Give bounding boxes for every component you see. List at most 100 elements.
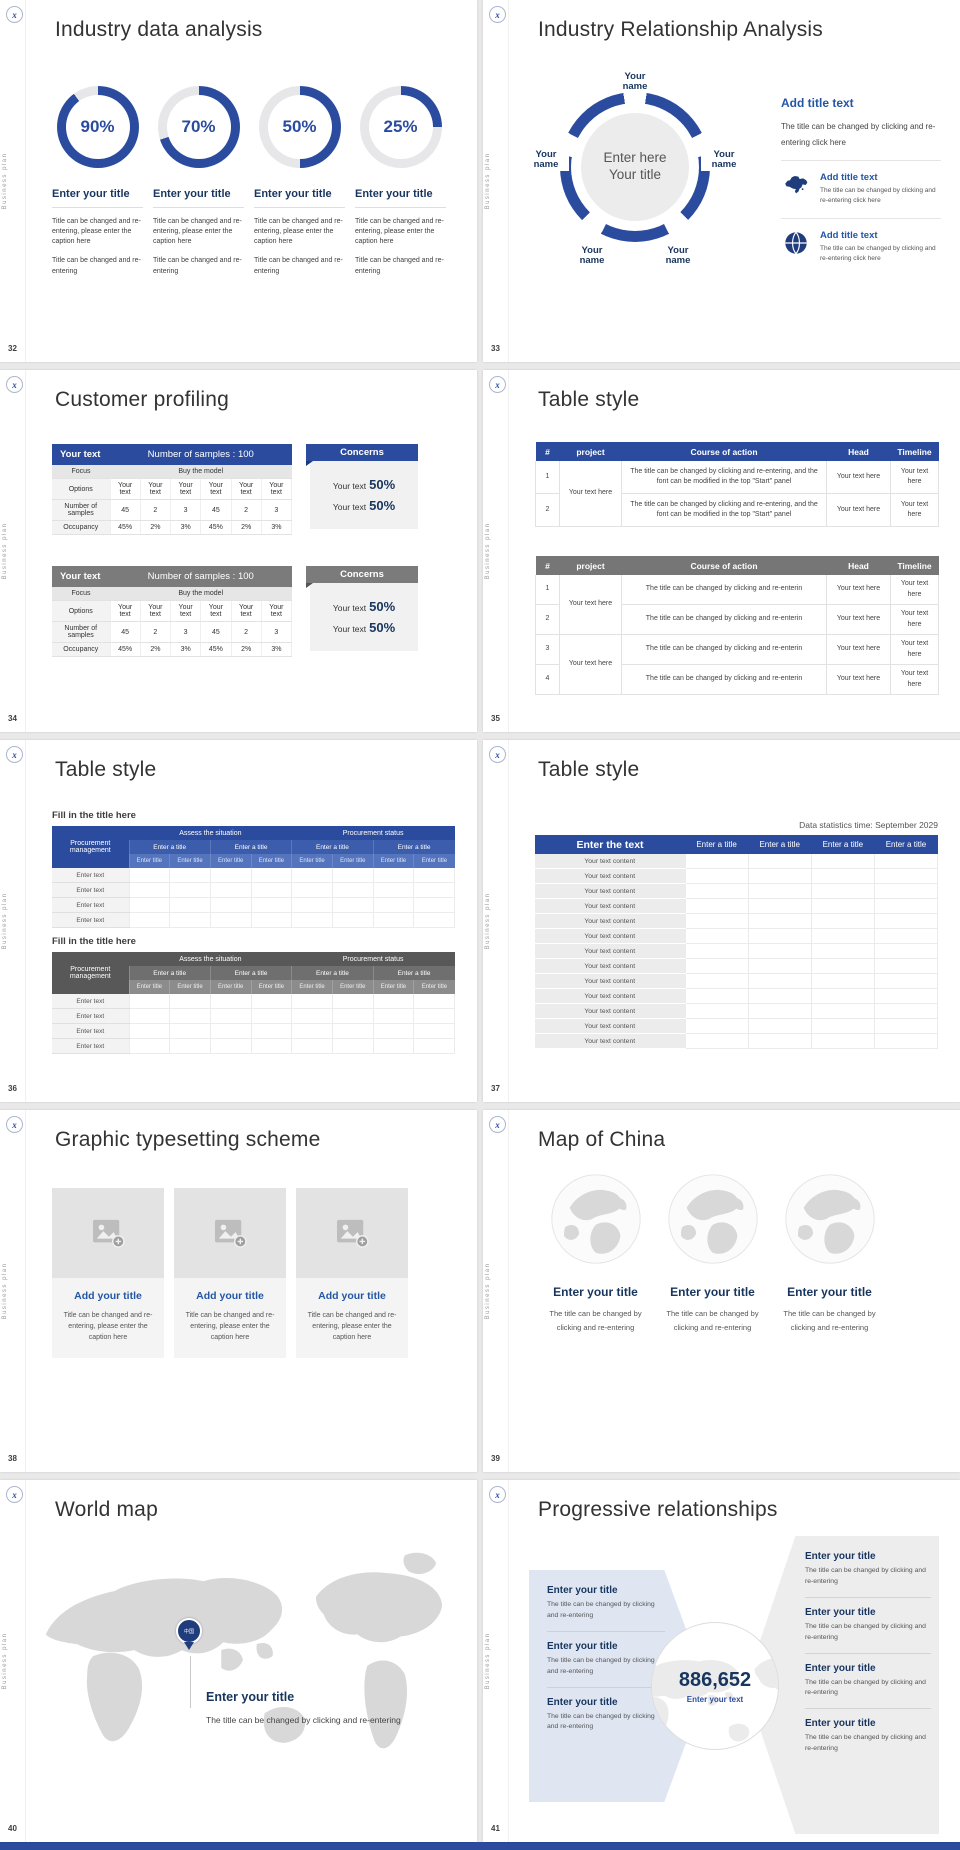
project-cell: Your text here [559,461,622,527]
item-caption: The title can be changed by clicking and… [547,1656,655,1675]
row-label-cell: Your text content [535,943,685,959]
option-cell: Your text [170,600,202,622]
action-table-blue: # project Course of action Head Timeline… [535,442,939,527]
brand-vertical-label: Business plan [2,522,8,580]
row-label-cell: Your text content [535,958,685,974]
focus-label: Focus [52,465,110,479]
china-map-icon [781,172,811,198]
donut-chart: 70% [157,86,240,168]
action-cell: The title can be changed by clicking and… [621,634,827,665]
empty-cell [209,1008,252,1024]
empty-cell [873,883,939,899]
empty-cell [209,897,252,913]
slide-title: World map [55,1498,158,1521]
brand-logo-icon: x [489,746,506,763]
slide-32[interactable]: x Business plan 32 Industry data analysi… [0,0,477,362]
relationship-diagram: Enter here Your title Your name Your name… [523,64,749,290]
concern-value: 50% [369,620,396,635]
row-label-cell: Your text content [535,854,685,869]
brand-logo-icon: x [489,6,506,23]
occupancy-cell: 45% [110,642,141,657]
concern-value: 50% [369,599,396,614]
sample-cell: 3 [261,621,293,643]
row-label-cell: Enter text [52,882,129,898]
globe-row: Enter your title The title can be change… [537,1172,889,1334]
empty-cell [873,1018,939,1034]
empty-cell [873,854,939,869]
item-title: Enter your title [805,1718,876,1730]
node-label: Your name [569,245,615,267]
rail-divider [508,1110,509,1472]
card-caption: Title can be changed and re-entering, pl… [185,1312,275,1342]
empty-cell [331,1023,374,1039]
occupancy-cell: 3% [170,520,202,535]
slide-37[interactable]: x Business plan 37 Table style Data stat… [483,740,960,1102]
empty-cell [331,868,374,883]
image-placeholder [174,1188,286,1278]
brand-logo-icon: x [489,1116,506,1133]
concern-label: Your text [332,502,367,512]
rail-divider [25,370,26,732]
empty-cell [413,1023,455,1039]
concerns-body: Your text 50% Your text 50% [310,461,418,529]
slide-35[interactable]: x Business plan 35 Table style # project… [483,370,960,732]
card-text: Add your title Title can be changed and … [52,1278,164,1358]
brand-vertical-label: Business plan [2,152,8,210]
empty-cell [810,1018,875,1034]
row-number: 2 [535,493,560,527]
slide-number: 38 [8,1454,17,1463]
row-label-cell: Your text content [535,913,685,929]
globe-title: Enter your title [787,1285,872,1299]
divider [781,160,941,161]
row-number: 4 [535,664,560,695]
empty-cell [747,898,812,914]
sample-cell: 2 [231,621,262,643]
location-pin: 中国 [176,1618,202,1651]
empty-cell [169,882,211,898]
empty-cell [810,973,875,989]
panel-item-description: The title can be changed by clicking and… [820,187,936,205]
slide-38[interactable]: x Business plan 38 Graphic typesetting s… [0,1110,477,1472]
slide-36[interactable]: x Business plan 36 Table style Fill in t… [0,740,477,1102]
node-label: Your name [655,245,701,267]
column-header-cell: Enter title [413,980,455,994]
rail-divider [25,1110,26,1472]
empty-cell [810,1003,875,1019]
empty-cell [810,988,875,1004]
slide-title: Table style [538,758,640,781]
timeline-cell: Your text here [890,664,939,695]
column-header-cell: Enter title [169,854,211,868]
stat-caption: Title can be changed and re-entering [52,257,141,275]
donut-percent: 70% [181,117,216,136]
slide-39[interactable]: x Business plan 39 Map of China Enter yo… [483,1110,960,1472]
slide-41[interactable]: x Business plan 41 Progressive relations… [483,1480,960,1842]
left-item-list: Enter your title The title can be change… [547,1576,665,1742]
logo-glyph: x [12,9,17,20]
empty-cell [128,897,171,913]
rail-divider [25,0,26,362]
row-label-cell: Your text content [535,973,685,989]
slide-number: 34 [8,714,17,723]
slide-34[interactable]: x Business plan 34 Customer profiling Yo… [0,370,477,732]
empty-cell [291,912,333,928]
slide-number: 39 [491,1454,500,1463]
slide-33[interactable]: x Business plan 33 Industry Relationship… [483,0,960,362]
empty-cell [209,994,252,1009]
picture-icon [213,1218,247,1248]
table-header-left: Your text [52,566,110,587]
logo-glyph: x [12,1489,17,1500]
brand-logo-icon: x [6,6,23,23]
concern-line: Your text 50% [333,477,395,492]
node-label: Your name [701,149,747,171]
empty-cell [747,928,812,944]
option-cell: Your text [110,478,141,500]
option-cell: Your text [231,478,262,500]
logo-glyph: x [12,379,17,390]
panel-item-heading: Add title text [820,172,878,183]
donut-chart: 50% [258,86,341,168]
empty-cell [413,1038,455,1054]
action-table-gray: # project Course of action Head Timeline… [535,556,939,695]
stat-title: Enter your title [153,188,244,208]
table-header-right: Number of samples : 100 [110,566,292,587]
slide-40[interactable]: x Business plan 40 World map 中国 Enter yo… [0,1480,477,1842]
